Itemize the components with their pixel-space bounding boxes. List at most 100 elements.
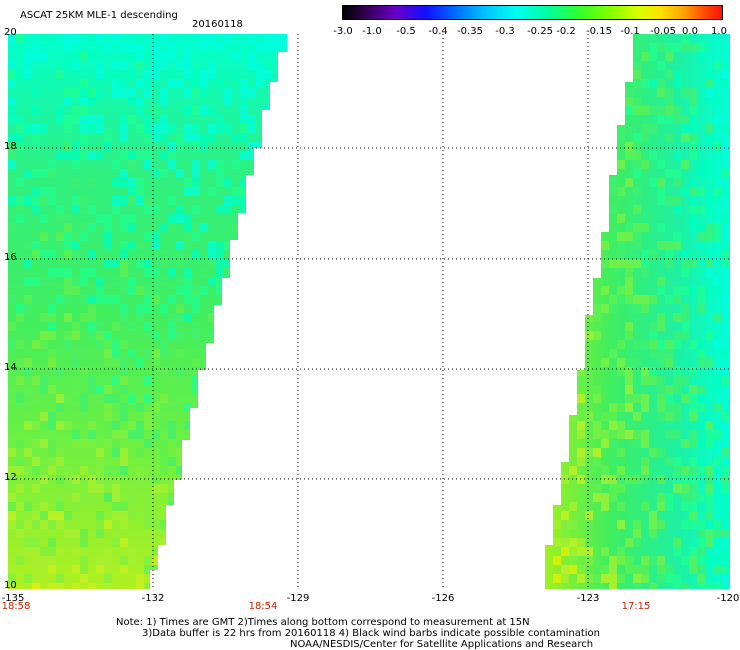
swath-cell — [713, 61, 721, 70]
swath-cell — [673, 196, 681, 205]
swath-cell — [208, 70, 216, 79]
swath-cell — [216, 340, 224, 349]
swath-cell — [32, 457, 40, 466]
swath-cell — [729, 538, 730, 547]
swath-cell — [609, 187, 617, 196]
swath-cell — [16, 313, 24, 322]
swath-cell — [96, 457, 104, 466]
swath-cell — [280, 88, 287, 97]
swath-cell — [120, 151, 128, 160]
swath-cell — [264, 358, 272, 367]
swath-cell — [184, 232, 192, 241]
swath-cell — [160, 151, 168, 160]
swath-cell — [689, 205, 697, 214]
swath-cell — [152, 61, 160, 70]
swath-cell — [96, 115, 104, 124]
swath-cell — [240, 304, 248, 313]
swath-cell — [184, 178, 192, 187]
swath-cell — [184, 511, 192, 520]
swath-cell — [280, 385, 287, 394]
swath-cell — [272, 457, 280, 466]
swath-cell — [152, 565, 160, 574]
swath-cell — [665, 502, 673, 511]
swath-cell — [8, 493, 16, 502]
swath-cell — [104, 340, 112, 349]
swath-cell — [56, 394, 64, 403]
swath-cell — [641, 160, 649, 169]
note-line-3: NOAA/NESDIS/Center for Satellite Applica… — [290, 639, 594, 650]
swath-cell — [248, 151, 256, 160]
swath-cell — [208, 349, 216, 358]
swath-cell — [200, 511, 208, 520]
swath-cell — [168, 556, 176, 565]
swath-cell — [673, 403, 681, 412]
swath-cell — [665, 403, 673, 412]
swath-cell — [697, 538, 705, 547]
swath-cell — [593, 160, 601, 169]
swath-cell — [24, 520, 32, 529]
swath-cell — [545, 106, 553, 115]
swath-cell — [545, 196, 553, 205]
swath-cell — [721, 412, 729, 421]
swath-cell — [208, 583, 216, 589]
swath-cell — [40, 556, 48, 565]
swath-cell — [721, 61, 729, 70]
swath-cell — [152, 439, 160, 448]
swath-cell — [120, 124, 128, 133]
swath-cell — [561, 520, 569, 529]
swath-cell — [24, 61, 32, 70]
swath-cell — [136, 97, 144, 106]
swath-cell — [192, 466, 200, 475]
swath-cell — [184, 223, 192, 232]
swath-cell — [192, 250, 200, 259]
swath-cell — [248, 259, 256, 268]
swath-cell — [240, 205, 248, 214]
swath-cell — [625, 178, 633, 187]
swath-cell — [232, 187, 240, 196]
swath-cell — [673, 115, 681, 124]
swath-cell — [16, 124, 24, 133]
swath-cell — [208, 106, 216, 115]
swath-cell — [729, 448, 730, 457]
swath-cell — [665, 259, 673, 268]
swath-cell — [681, 34, 689, 43]
swath-cell — [72, 277, 80, 286]
swath-cell — [649, 376, 657, 385]
swath-cell — [112, 502, 120, 511]
swath-cell — [16, 133, 24, 142]
swath-cell — [128, 394, 136, 403]
swath-cell — [641, 466, 649, 475]
swath-cell — [729, 511, 730, 520]
swath-cell — [176, 493, 184, 502]
swath-cell — [232, 241, 240, 250]
swath-cell — [617, 232, 625, 241]
swath-cell — [248, 349, 256, 358]
swath-cell — [72, 61, 80, 70]
swath-cell — [641, 457, 649, 466]
swath-cell — [128, 214, 136, 223]
swath-cell — [48, 358, 56, 367]
swath-cell — [16, 178, 24, 187]
swath-cell — [176, 79, 184, 88]
swath-cell — [32, 538, 40, 547]
swath-cell — [697, 583, 705, 589]
swath-cell — [649, 340, 657, 349]
swath-cell — [553, 484, 561, 493]
swath-cell — [208, 133, 216, 142]
swath-cell — [697, 421, 705, 430]
swath-cell — [673, 430, 681, 439]
swath-cell — [24, 538, 32, 547]
swath-cell — [136, 583, 144, 589]
swath-cell — [48, 349, 56, 358]
swath-cell — [593, 385, 601, 394]
swath-cell — [192, 295, 200, 304]
swath-cell — [705, 583, 713, 589]
swath-cell — [232, 340, 240, 349]
swath-cell — [593, 187, 601, 196]
swath-cell — [240, 547, 248, 556]
swath-cell — [96, 529, 104, 538]
swath-cell — [577, 124, 585, 133]
swath-cell — [56, 232, 64, 241]
swath-cell — [168, 142, 176, 151]
swath-cell — [272, 520, 280, 529]
